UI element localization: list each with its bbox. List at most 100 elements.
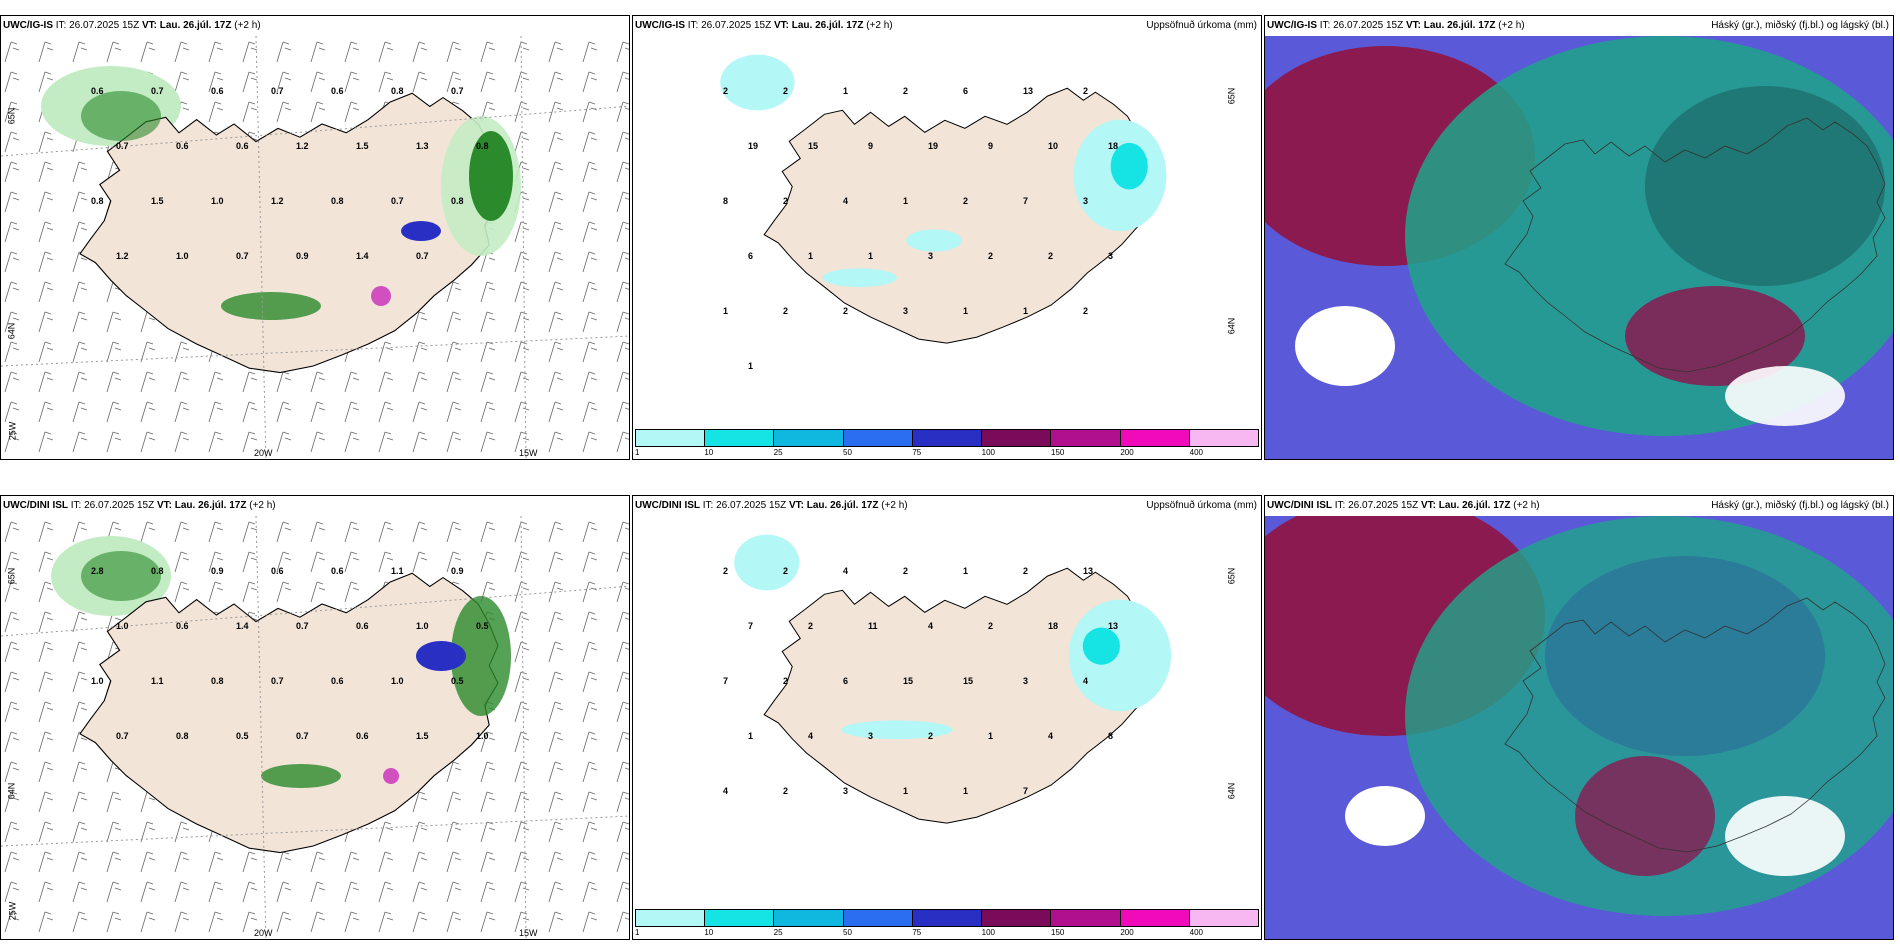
legend-tick: 100 [981,928,996,937]
legend-tick: 50 [843,928,852,937]
value-label: 0.7 [416,251,429,261]
value-label: 1.2 [116,251,129,261]
value-label: 1.1 [151,676,164,686]
value-label: 7 [1023,786,1029,796]
lat-label: 25W [7,421,18,441]
value-label: 0.6 [176,141,189,151]
legend-swatch [1051,430,1121,446]
value-label: 2 [903,566,909,576]
value-label: 1.5 [151,196,164,206]
legend-tick: 50 [843,448,852,457]
panel-dini-precip-wind[interactable]: UWC/DINI ISL IT: 26.07.2025 15Z VT: Lau.… [0,495,630,940]
legend-swatch [982,430,1052,446]
lat-label: 64N [6,322,17,340]
legend-tick: 1 [635,448,640,457]
vt-label: VT: [1420,500,1436,511]
panel-dini-accum-precip[interactable]: UWC/DINI ISL IT: 26.07.2025 15Z VT: Lau.… [632,495,1262,940]
value-label: 2 [723,86,729,96]
precip-wind-map [1,36,629,459]
legend-swatch [843,910,913,926]
value-label: 9 [868,141,874,151]
lat-label: 25W [7,901,18,921]
value-label: 1.5 [356,141,369,151]
value-label: 4 [928,621,934,631]
lead-time: (+2 h) [1498,20,1525,31]
legend-swatch [774,430,844,446]
value-label: 3 [843,786,849,796]
value-label: 1 [1023,306,1029,316]
model-name: UWC/DINI ISL [1267,500,1332,511]
value-label: 2 [903,86,909,96]
color-bar [635,429,1259,447]
value-label: 15 [963,676,974,686]
it-label: IT: [1319,20,1331,31]
value-label: 0.7 [236,251,249,261]
value-label: 0.7 [451,86,464,96]
value-label: 0.6 [331,86,344,96]
value-label: 0.6 [331,676,344,686]
value-label: 7 [748,621,754,631]
legend-tick: 150 [1051,928,1065,937]
legend-tick: 100 [981,448,996,457]
value-label: 0.9 [451,566,464,576]
value-label: 1.0 [116,621,129,631]
legend-swatch [774,910,844,926]
value-label: 1.2 [271,196,284,206]
value-label: 8 [723,196,729,206]
value-label: 3 [928,251,934,261]
value-label: 0.6 [211,86,224,96]
value-label: 0.7 [296,731,309,741]
panel-ig-accum-precip[interactable]: UWC/IG-IS IT: 26.07.2025 15Z VT: Lau. 26… [632,15,1262,460]
lat-label: 65N [6,107,17,125]
value-label: 4 [1083,676,1089,686]
panel-header: UWC/DINI ISL IT: 26.07.2025 15Z VT: Lau.… [635,500,908,511]
value-label: 1 [723,306,729,316]
vt-label: VT: [1405,20,1421,31]
lon-label: 15W [519,448,538,458]
panel-dini-clouds[interactable]: UWC/DINI ISL IT: 26.07.2025 15Z VT: Lau.… [1264,495,1894,940]
value-label: 1 [903,196,909,206]
value-label: 2 [783,86,789,96]
value-label: 2 [963,196,969,206]
it-label: IT: [687,20,699,31]
value-label: 3 [903,306,909,316]
lat-label: 64N [1226,782,1237,800]
value-label: 0.8 [176,731,189,741]
legend-tick: 200 [1120,928,1134,937]
value-label: 0.6 [356,621,369,631]
value-label: 15 [808,141,819,151]
value-label: 1 [963,566,969,576]
legend-tick: 400 [1189,928,1204,937]
value-label: 3 [868,731,874,741]
value-label: 6 [748,251,754,261]
value-label: 2 [808,621,814,631]
value-label: 0.8 [451,196,464,206]
vt-value: Lau. 26.júl. 17Z [1438,500,1511,511]
value-label: 1 [748,731,754,741]
value-label: 1.0 [416,621,429,631]
value-label: 0.8 [151,566,164,576]
value-label: 1.5 [416,731,429,741]
cloud-cover-map [1265,36,1893,459]
value-label: 4 [843,566,849,576]
value-label: 1 [748,361,754,371]
model-name: UWC/IG-IS [3,20,53,31]
value-label: 0.7 [271,86,284,96]
it-label: IT: [1334,500,1346,511]
value-label: 0.9 [296,251,309,261]
it-value: 26.07.2025 15Z [1348,500,1419,511]
vt-value: Lau. 26.júl. 17Z [159,20,232,31]
panel-ig-clouds[interactable]: UWC/IG-IS IT: 26.07.2025 15Z VT: Lau. 26… [1264,15,1894,460]
value-label: 0.7 [116,141,129,151]
value-label: 0.8 [391,86,404,96]
panel-ig-precip-wind[interactable]: UWC/IG-IS IT: 26.07.2025 15Z VT: Lau. 26… [0,15,630,460]
value-label: 2 [1023,566,1029,576]
panel-header: UWC/DINI ISL IT: 26.07.2025 15Z VT: Lau.… [1267,500,1540,511]
panel-right-title: Háský (gr.), miðský (fj.bl.) og lágský (… [1711,20,1889,31]
panel-right-title: Uppsöfnuð úrkoma (mm) [1146,500,1257,511]
legend-tick: 10 [704,448,714,457]
legend-swatch [705,910,775,926]
panel-header: UWC/IG-IS IT: 26.07.2025 15Z VT: Lau. 26… [1267,20,1525,31]
value-label: 1 [963,786,969,796]
precip-legend: 1 10 25 50 75 100 150 200 400 [635,909,1259,937]
